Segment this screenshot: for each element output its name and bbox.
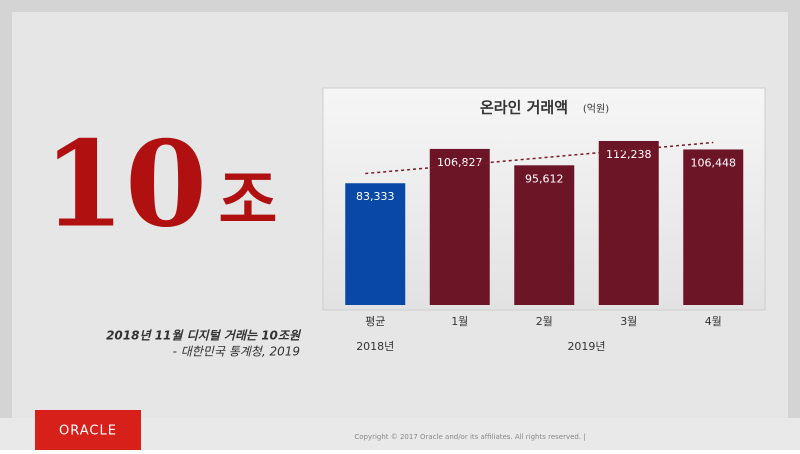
caption: 2018년 11월 디지털 거래는 10조원: [106, 329, 302, 343]
chart-title: 온라인 거래액: [480, 99, 568, 117]
bar: [683, 149, 744, 305]
bar: [598, 141, 659, 305]
x-tick-label: 4월: [705, 315, 722, 328]
bar: [429, 148, 490, 305]
x-tick-label: 1월: [451, 315, 468, 328]
bar: [345, 183, 406, 305]
x-tick-label: 3월: [620, 315, 637, 328]
value-label: 95,612: [525, 172, 564, 185]
logo: ORACLE: [59, 424, 117, 439]
bar: [514, 165, 575, 305]
copyright: Copyright © 2017 Oracle and/or its affil…: [354, 433, 585, 441]
value-label: 106,827: [437, 156, 483, 169]
group-label: 2018년: [356, 340, 394, 353]
trend-line: [365, 141, 714, 175]
headline-number: 10: [43, 115, 207, 254]
logo-box: [35, 410, 141, 450]
value-label: 83,333: [356, 190, 395, 203]
value-label: 106,448: [691, 156, 737, 169]
group-label: 2019년: [567, 340, 605, 353]
headline-unit: 조: [219, 165, 278, 239]
caption-source: - 대한민국 통계청, 2019: [173, 345, 300, 359]
x-tick-label: 평균: [365, 315, 385, 328]
x-tick-label: 2월: [536, 315, 553, 328]
chart-subtitle: (억원): [583, 103, 609, 115]
